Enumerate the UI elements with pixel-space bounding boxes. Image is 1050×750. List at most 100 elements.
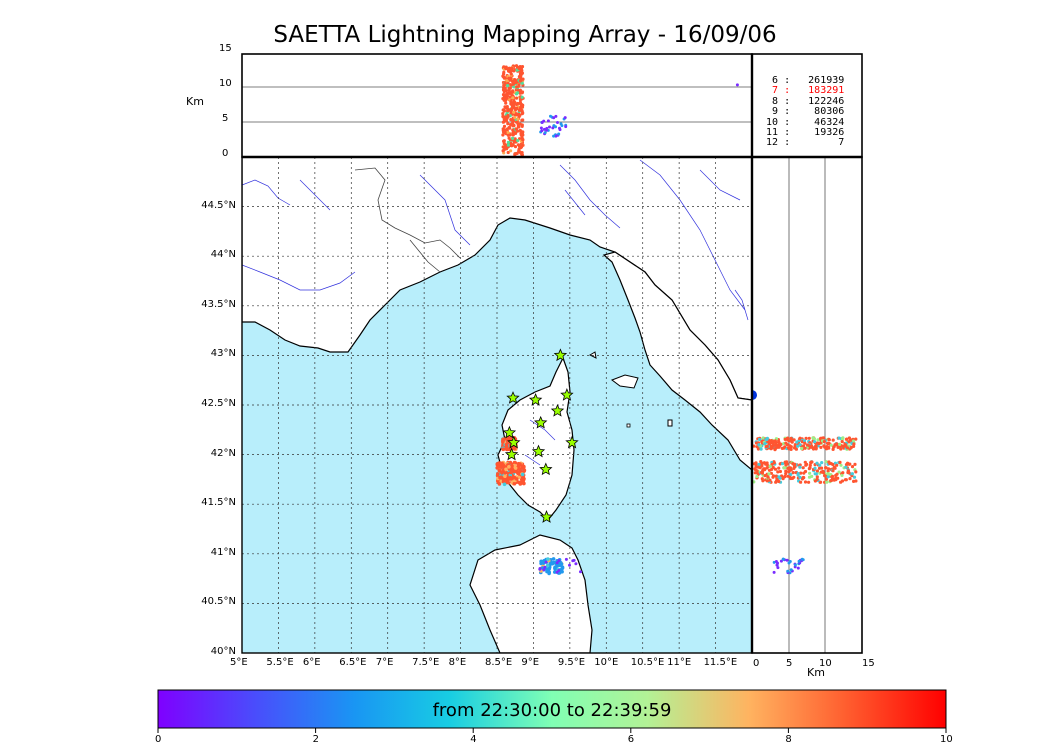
lightning-source	[516, 129, 520, 133]
side-alt-tick-0: 0	[753, 658, 760, 669]
lightning-source	[826, 441, 830, 445]
lightning-source	[803, 446, 807, 450]
lightning-source	[785, 558, 789, 562]
lon-tick-label: 5°E	[230, 657, 248, 668]
lightning-source	[756, 465, 761, 469]
lightning-source	[769, 471, 774, 475]
lightning-source	[509, 69, 513, 73]
colorbar	[157, 689, 947, 729]
station-id: 6	[766, 75, 779, 86]
lightning-source	[503, 116, 507, 120]
lightning-source	[579, 570, 582, 574]
lightning-source	[502, 437, 506, 442]
source-count-row: 8 : 122246	[766, 95, 845, 107]
lon-tick-label: 6.5°E	[339, 657, 367, 668]
lightning-source	[504, 101, 508, 105]
lightning-source	[502, 130, 506, 134]
lightning-source	[516, 117, 520, 121]
lightning-source	[825, 447, 829, 451]
lightning-source	[547, 570, 551, 574]
lightning-source	[813, 440, 817, 444]
source-count: 122246	[802, 95, 845, 107]
lightning-source	[756, 447, 761, 451]
lightning-source	[511, 82, 516, 86]
lightning-source	[518, 72, 523, 76]
small-island	[626, 423, 631, 428]
lightning-source	[831, 469, 835, 473]
source-count: 46324	[802, 116, 845, 128]
colorbar-tick-label: 2	[312, 734, 319, 745]
lat-tick-label: 40°N	[210, 646, 236, 657]
lightning-source	[521, 77, 525, 81]
lightning-source	[813, 466, 817, 470]
lightning-source	[795, 440, 799, 444]
lightning-source	[547, 566, 552, 571]
lightning-source	[551, 557, 556, 561]
lightning-source	[540, 121, 544, 124]
lightning-source	[560, 124, 564, 128]
station-marker	[550, 403, 565, 417]
lightning-source	[512, 98, 516, 103]
source-count: 19326	[802, 127, 845, 138]
lightning-source	[789, 472, 793, 476]
lightning-source	[848, 477, 852, 481]
lightning-source	[509, 149, 513, 153]
lightning-source	[508, 133, 512, 137]
lat-tick-label: 40.5°N	[201, 596, 236, 608]
source-count-row: 6 : 261939	[766, 75, 845, 86]
lightning-source	[508, 86, 512, 90]
lightning-source	[819, 480, 823, 484]
lightning-source	[837, 436, 841, 440]
lightning-source	[778, 442, 782, 446]
lightning-source	[796, 444, 800, 448]
lightning-source	[559, 562, 564, 566]
lightning-source	[774, 479, 779, 483]
lightning-source	[778, 469, 783, 474]
lon-tick-label: 5.5°E	[266, 657, 294, 668]
alt-tick-5: 5	[222, 113, 229, 124]
source-count: 183291	[802, 85, 845, 97]
lon-tick-label: 9°E	[521, 657, 540, 668]
lightning-source	[818, 437, 823, 441]
lightning-source	[788, 560, 792, 563]
source-count: 7	[802, 137, 845, 149]
lightning-source	[560, 566, 565, 570]
lightning-source	[824, 466, 828, 470]
lightning-source	[520, 477, 524, 482]
lightning-source	[786, 436, 790, 440]
lightning-source	[557, 569, 561, 572]
lightning-source	[766, 475, 770, 479]
lightning-source	[512, 475, 516, 480]
lightning-source	[546, 119, 550, 123]
lightning-source	[508, 460, 513, 465]
lightning-source	[776, 470, 780, 474]
lon-tick-label: 8.5°E	[485, 657, 513, 668]
lightning-source	[799, 471, 803, 475]
lightning-source	[519, 66, 524, 70]
lightning-source	[799, 480, 803, 484]
lightning-source	[506, 122, 510, 126]
lightning-source	[789, 436, 793, 440]
lightning-source	[507, 465, 511, 469]
lat-tick-label: 43°N	[210, 348, 236, 360]
lat-tick-label: 44°N	[210, 249, 236, 261]
lightning-source	[805, 443, 810, 447]
lightning-source	[826, 472, 830, 476]
lightning-source	[803, 480, 808, 484]
lightning-source	[847, 462, 851, 466]
source-count-row: 7 : 183291	[766, 85, 845, 97]
lon-tick-label: 6°E	[302, 657, 321, 668]
station-id: 8	[766, 95, 779, 107]
lightning-source	[820, 466, 824, 470]
station-id: 7	[766, 85, 779, 97]
lightning-source	[781, 477, 785, 481]
lightning-source	[521, 138, 525, 142]
lightning-source	[818, 463, 822, 467]
lightning-source	[837, 470, 841, 474]
side-lightning-sources	[752, 390, 858, 575]
lightning-source	[546, 557, 550, 561]
lightning-source	[502, 141, 506, 146]
lightning-source	[757, 443, 761, 447]
lightning-source	[503, 76, 507, 80]
lightning-source	[763, 442, 767, 446]
